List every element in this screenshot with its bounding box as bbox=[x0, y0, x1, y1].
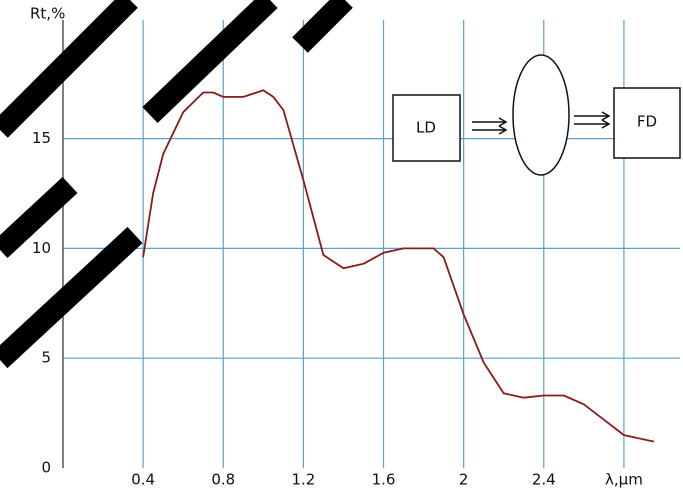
y-tick-label: 5 bbox=[41, 349, 51, 367]
x-tick-label: 0.8 bbox=[211, 471, 235, 489]
x-tick-label: 1.6 bbox=[372, 471, 396, 489]
x-tick-label: λ,μm bbox=[605, 471, 643, 489]
y-tick-label: 0 bbox=[41, 459, 51, 477]
fd-box bbox=[613, 87, 681, 159]
arrow bbox=[472, 117, 508, 135]
watermark-stripe bbox=[0, 0, 138, 138]
arrow bbox=[574, 111, 611, 129]
watermark bbox=[0, 0, 353, 369]
y-tick-label: 10 bbox=[32, 239, 51, 257]
y-tick-label: 15 bbox=[32, 129, 51, 147]
fd-label: FD bbox=[637, 113, 657, 131]
sample bbox=[512, 54, 570, 176]
x-tick-label: 1.2 bbox=[291, 471, 315, 489]
x-tick-label: 2 bbox=[459, 471, 469, 489]
watermark-stripe bbox=[142, 0, 278, 123]
ld-box bbox=[392, 94, 461, 162]
plot-area: 0 5 10 15 0.4 0.8 1.2 1.6 2 2.4 λ,μm bbox=[32, 20, 680, 489]
x-tick-label: 2.4 bbox=[532, 471, 556, 489]
watermark-stripe bbox=[292, 0, 353, 53]
watermark-stripe bbox=[0, 226, 143, 369]
data-line bbox=[142, 89, 655, 443]
x-tick-label: 0.4 bbox=[131, 471, 155, 489]
watermark-stripe bbox=[0, 176, 78, 259]
ld-label: LD bbox=[416, 119, 436, 137]
setup-diagram: LD FD bbox=[392, 54, 681, 176]
y-axis-label: Rt,% bbox=[30, 5, 65, 23]
